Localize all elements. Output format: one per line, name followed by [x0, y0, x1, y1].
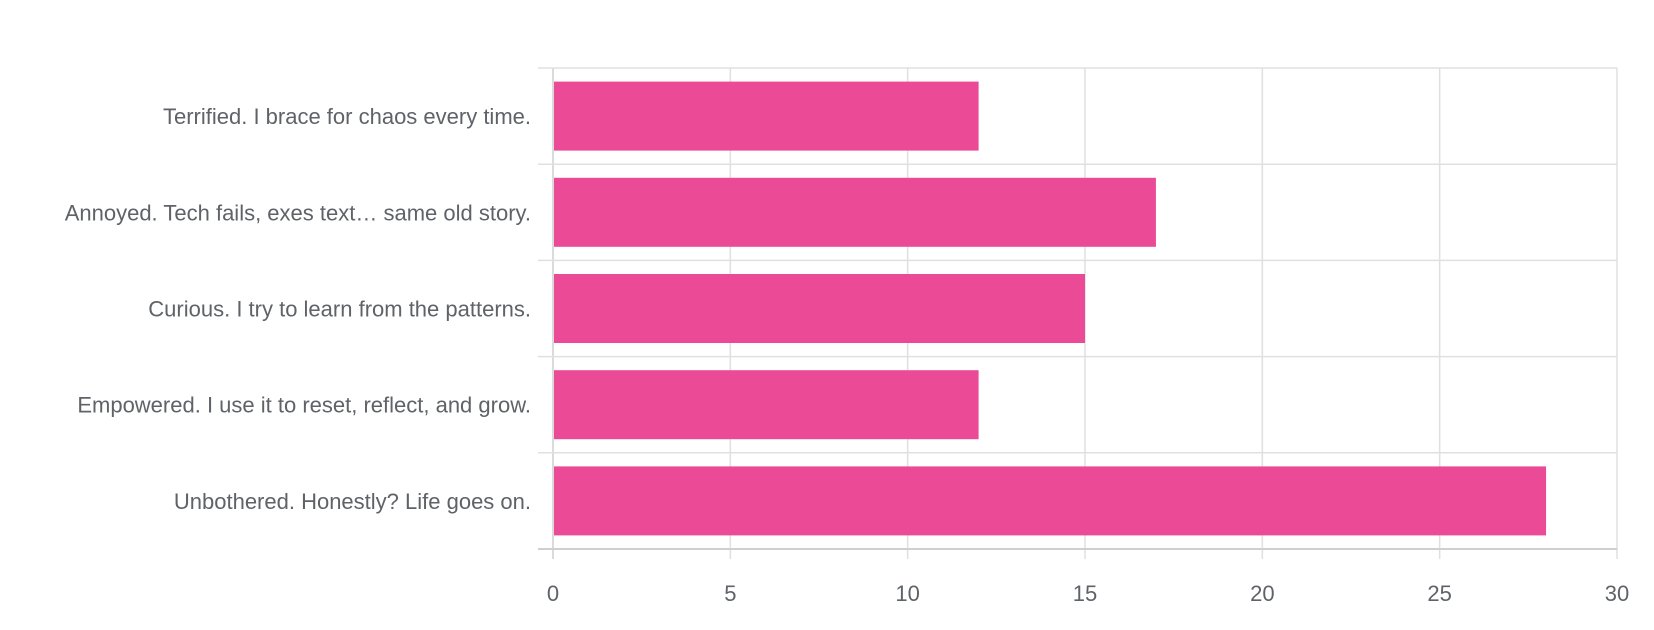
grid-layer — [538, 67, 1618, 559]
x-tick-label: 20 — [1250, 581, 1274, 606]
x-tick-label: 15 — [1073, 581, 1097, 606]
category-label: Empowered. I use it to reset, reflect, a… — [77, 393, 531, 418]
x-tick-label: 10 — [895, 581, 919, 606]
bar — [554, 274, 1085, 343]
bar — [554, 466, 1547, 536]
label-layer: Terrified. I brace for chaos every time.… — [65, 104, 531, 514]
bar — [554, 177, 1156, 247]
axis-layer: 0 5 10 15 20 25 30 — [547, 581, 1629, 606]
category-label: Unbothered. Honestly? Life goes on. — [174, 489, 531, 514]
x-tick-label: 0 — [547, 581, 559, 606]
category-label: Terrified. I brace for chaos every time. — [163, 104, 531, 129]
x-tick-label: 30 — [1605, 581, 1629, 606]
x-tick-label: 25 — [1427, 581, 1451, 606]
x-tick-label: 5 — [724, 581, 736, 606]
category-label: Curious. I try to learn from the pattern… — [148, 297, 531, 322]
bar — [554, 81, 979, 151]
category-label: Annoyed. Tech fails, exes text… same old… — [65, 200, 531, 225]
bar-layer — [554, 81, 1547, 536]
bar — [554, 370, 979, 440]
